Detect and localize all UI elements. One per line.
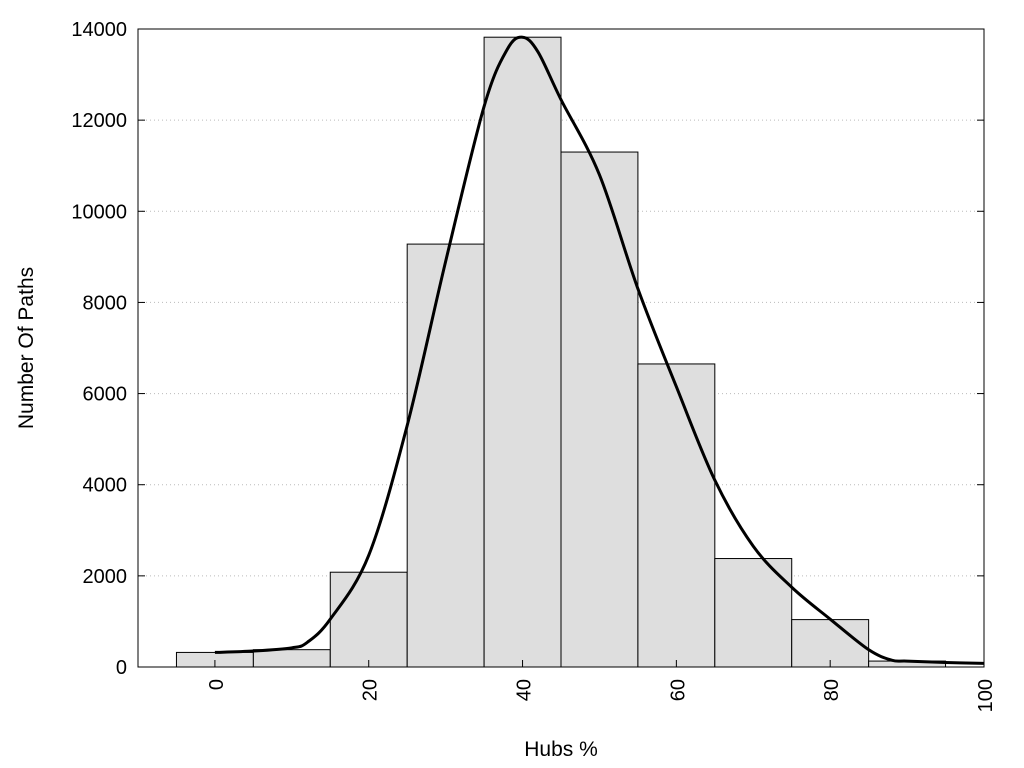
x-axis-ticks: 0 20 40 60 80 100 [206,660,997,712]
histogram-bar [329,571,408,668]
y-tick-label: 2000 [83,566,128,588]
density-curve [214,35,985,665]
histogram-bar [483,36,562,668]
histogram-bar [791,619,870,668]
x-tick-label: 80 [821,679,843,701]
x-tick-label: 40 [514,679,536,701]
y-tick-label: 6000 [83,384,128,406]
histogram-bar [637,363,716,668]
y-tick-label: 8000 [83,292,128,314]
grid-lines [138,119,984,577]
histogram-bar [252,649,331,668]
y-tick-label: 0 [116,657,127,679]
density-curve-group [214,35,985,665]
x-tick-label: 60 [667,679,689,701]
y-axis-ticks: 0 2000 4000 6000 8000 10000 12000 14000 [71,19,984,679]
y-tick-label: 10000 [71,201,127,223]
plot-frame [137,28,985,668]
x-axis-title: Hubs % [524,738,598,761]
x-tick-label: 20 [360,679,382,701]
y-axis-title: Number Of Paths [15,267,38,429]
x-tick-label: 100 [975,679,997,712]
y-tick-label: 12000 [71,110,127,132]
y-tick-label: 4000 [83,475,128,497]
histogram-bar [560,151,639,668]
x-tick-label: 0 [206,679,228,690]
histogram-bar [406,243,485,668]
bars-group [175,36,947,668]
y-tick-label: 14000 [71,19,127,41]
